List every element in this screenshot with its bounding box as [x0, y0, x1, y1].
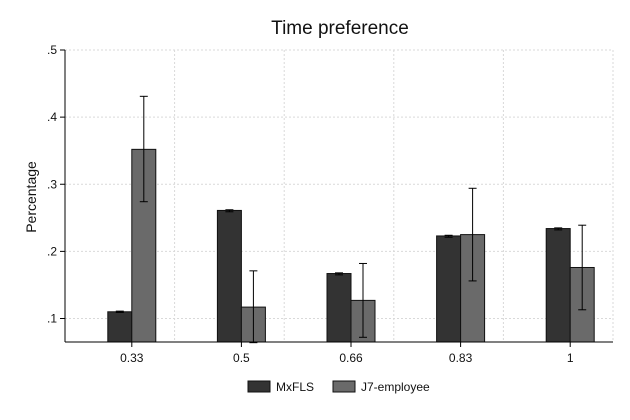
y-tick-label: .2 [47, 244, 57, 258]
axes: .1 .2 .3 .4 .5 0.33 0.5 0.66 0.83 1 [47, 43, 613, 365]
bar-mxfls [545, 228, 571, 343]
chart-title: Time preference [271, 18, 409, 39]
bars [107, 148, 595, 343]
error-bars [115, 95, 587, 344]
legend-swatch-j7-employee [332, 380, 356, 393]
x-tick-label: 0.33 [120, 351, 144, 365]
legend-label-mxfls: MxFLS [276, 380, 314, 394]
x-tick-label: 0.66 [339, 351, 363, 365]
legend-swatch-mxfls [247, 380, 271, 393]
bar-mxfls [107, 311, 133, 343]
legend: MxFLS J7-employee [247, 380, 430, 394]
y-tick-label: .5 [47, 43, 57, 57]
y-tick-label: .1 [47, 312, 57, 326]
x-tick-label: 0.83 [449, 351, 473, 365]
bar-mxfls [326, 273, 352, 343]
legend-label-j7-employee: J7-employee [361, 380, 430, 394]
bar-mxfls [436, 235, 462, 343]
x-tick-label: 0.5 [233, 351, 250, 365]
y-tick-label: .4 [47, 110, 57, 124]
y-axis-label: Percentage [23, 161, 39, 233]
grid-lines [64, 49, 614, 342]
y-tick-label: .3 [47, 177, 57, 191]
bar-mxfls [216, 209, 242, 343]
x-tick-label: 1 [567, 351, 574, 365]
